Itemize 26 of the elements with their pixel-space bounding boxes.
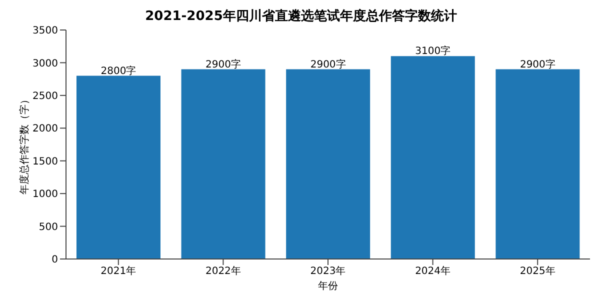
data-label: 2800字	[100, 64, 136, 77]
x-tick-label: 2024年	[415, 265, 451, 278]
y-tick-label: 3500	[32, 26, 58, 37]
data-label: 2900字	[520, 58, 556, 70]
bar	[390, 56, 475, 259]
x-axis-title: 年份	[318, 280, 338, 292]
bar	[76, 76, 160, 259]
y-axis-title: 年度总作答字数（字）	[18, 94, 31, 194]
data-label: 2900字	[206, 58, 242, 70]
x-tick-label: 2021年	[100, 265, 136, 278]
x-tick-label: 2022年	[205, 265, 241, 278]
bar	[496, 69, 580, 259]
y-tick-label: 0	[52, 254, 58, 266]
y-tick-label: 2500	[32, 90, 58, 102]
y-tick-label: 2000	[32, 124, 58, 135]
x-tick-label: 2025年	[520, 265, 556, 278]
data-label: 3100字	[415, 45, 451, 58]
data-label: 2900字	[310, 58, 346, 70]
chart-title: 2021-2025年四川省直遴选笔试年度总作答字数统计	[144, 8, 458, 26]
y-tick-label: 1500	[32, 156, 58, 168]
bar	[286, 69, 370, 259]
y-tick-label: 500	[38, 222, 58, 233]
x-tick-label: 2023年	[310, 265, 346, 278]
y-tick-label: 3000	[32, 58, 58, 70]
y-tick-label: 1000	[32, 189, 58, 200]
bar	[181, 69, 266, 259]
